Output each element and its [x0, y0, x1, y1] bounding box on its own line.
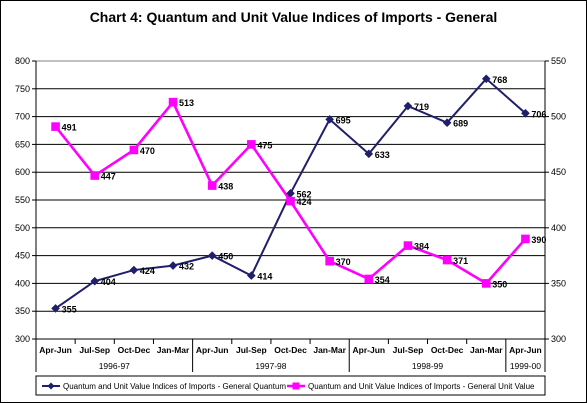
quantum-marker	[364, 149, 374, 159]
y-left-tick-label: 650	[15, 139, 30, 149]
unit-value-marker	[481, 279, 491, 288]
quantum-marker	[129, 265, 139, 275]
y-left-tick-label: 800	[15, 56, 30, 66]
y-left-tick-label: 500	[15, 223, 30, 233]
unit-value-marker	[403, 241, 413, 250]
unit-value-marker	[129, 145, 139, 155]
year-group-label: 1998-99	[412, 361, 443, 371]
y-left-tick-label: 700	[15, 112, 30, 122]
quantum-data-label: 432	[179, 262, 194, 272]
chart-title: Chart 4: Quantum and Unit Value Indices …	[89, 9, 498, 25]
unit-value-data-label: 350	[492, 279, 507, 289]
x-tick-label: Jan-Mar	[157, 345, 190, 355]
x-tick-label: Oct-Dec	[431, 345, 464, 355]
y-left-tick-label: 350	[15, 306, 30, 316]
unit-value-data-label: 424	[297, 197, 312, 207]
unit-value-marker	[247, 140, 256, 149]
unit-value-data-label: 438	[218, 182, 233, 192]
x-tick-label: Apr-Jun	[196, 345, 229, 355]
quantum-marker	[51, 304, 60, 313]
x-tick-label: Apr-Jun	[39, 345, 72, 355]
unit-value-marker	[286, 196, 295, 206]
x-tick-label: Apr-Jun	[509, 345, 542, 355]
data-labels: 355 404 424 432 450 414 562 695 633 719 689 768 706 4…	[62, 75, 547, 315]
y-left-tick-label: 550	[15, 195, 30, 205]
x-tick-label: Oct-Dec	[274, 345, 307, 355]
quantum-marker	[325, 115, 334, 124]
quantum-marker	[442, 118, 452, 128]
unit-value-marker	[521, 234, 530, 244]
unit-value-data-label: 354	[375, 275, 390, 285]
x-tick-label: Jan-Mar	[470, 345, 503, 355]
quantum-data-label: 706	[531, 109, 546, 119]
quantum-marker	[168, 261, 178, 270]
quantum-marker	[521, 108, 530, 118]
x-tick-label: Jul-Sep	[393, 345, 424, 355]
unit-value-data-label: 513	[179, 98, 194, 108]
unit-value-data-label: 470	[140, 146, 155, 156]
unit-value-data-label: 384	[414, 242, 429, 252]
axes: 300 350 400 450 500 550 600 650 700 750 800 300 350 4…	[15, 56, 566, 372]
legend-quantum-marker	[47, 382, 55, 390]
unit-value-data-label: 491	[62, 123, 77, 133]
quantum-data-label: 689	[453, 119, 468, 129]
series-markers	[51, 74, 530, 313]
unit-value-marker	[325, 256, 334, 266]
legend-unit-value-label: Quantum and Unit Value Indices of Import…	[308, 382, 535, 391]
quantum-marker	[403, 101, 413, 111]
unit-value-marker	[207, 181, 217, 190]
x-tick-label: Jan-Mar	[313, 345, 346, 355]
y-left-tick-label: 300	[15, 334, 30, 344]
unit-value-data-label: 390	[531, 235, 546, 245]
x-tick-label: Oct-Dec	[118, 345, 151, 355]
legend: Quantum and Unit Value Indices of Import…	[35, 375, 546, 396]
x-tick-label: Jul-Sep	[236, 345, 267, 355]
quantum-marker	[207, 251, 217, 260]
y-right-tick-label: 550	[551, 56, 566, 66]
unit-value-marker	[90, 171, 100, 180]
x-tick-label: Apr-Jun	[353, 345, 386, 355]
unit-value-marker	[51, 122, 60, 131]
y-left-tick-label: 450	[15, 251, 30, 261]
quantum-data-label: 562	[297, 189, 312, 199]
y-right-tick-label: 450	[551, 167, 566, 177]
quantum-marker	[90, 276, 100, 286]
y-left-tick-label: 750	[15, 84, 30, 94]
unit-value-data-label: 447	[101, 172, 116, 182]
quantum-marker	[481, 74, 491, 84]
y-right-tick-label: 300	[551, 334, 566, 344]
unit-value-data-label: 475	[257, 140, 272, 150]
x-tick-label: Jul-Sep	[79, 345, 110, 355]
quantum-data-label: 424	[140, 266, 155, 276]
unit-value-data-label: 370	[336, 257, 351, 267]
year-group-label: 1999-00	[510, 361, 541, 371]
y-right-tick-label: 400	[551, 223, 566, 233]
unit-value-marker	[442, 255, 452, 265]
unit-value-marker	[364, 274, 374, 284]
legend-quantum-label: Quantum and Unit Value Indices of Import…	[63, 382, 286, 391]
legend-unit-value-marker	[292, 382, 300, 390]
year-group-label: 1996-97	[99, 361, 130, 371]
quantum-data-label: 633	[375, 150, 390, 160]
quantum-data-label: 695	[336, 115, 351, 125]
y-right-tick-label: 500	[551, 112, 566, 122]
year-group-label: 1997-98	[255, 361, 286, 371]
y-left-tick-label: 600	[15, 167, 30, 177]
quantum-data-label: 355	[62, 304, 77, 314]
quantum-marker	[247, 271, 256, 280]
quantum-data-label: 414	[257, 272, 272, 282]
unit-value-data-label: 371	[453, 256, 468, 266]
y-right-tick-label: 350	[551, 278, 566, 288]
quantum-data-label: 404	[101, 277, 116, 287]
unit-value-marker	[168, 97, 178, 107]
quantum-data-label: 719	[414, 102, 429, 112]
y-left-tick-label: 400	[15, 278, 30, 288]
quantum-data-label: 768	[492, 75, 507, 85]
grid-lines	[36, 88, 545, 312]
quantum-data-label: 450	[218, 252, 233, 262]
